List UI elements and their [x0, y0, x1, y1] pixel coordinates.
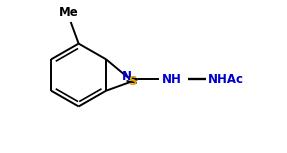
Text: N: N [122, 71, 132, 84]
Text: Me: Me [59, 6, 79, 19]
Text: NH: NH [162, 73, 182, 86]
Text: NHAc: NHAc [208, 73, 244, 86]
Text: S: S [128, 75, 136, 88]
